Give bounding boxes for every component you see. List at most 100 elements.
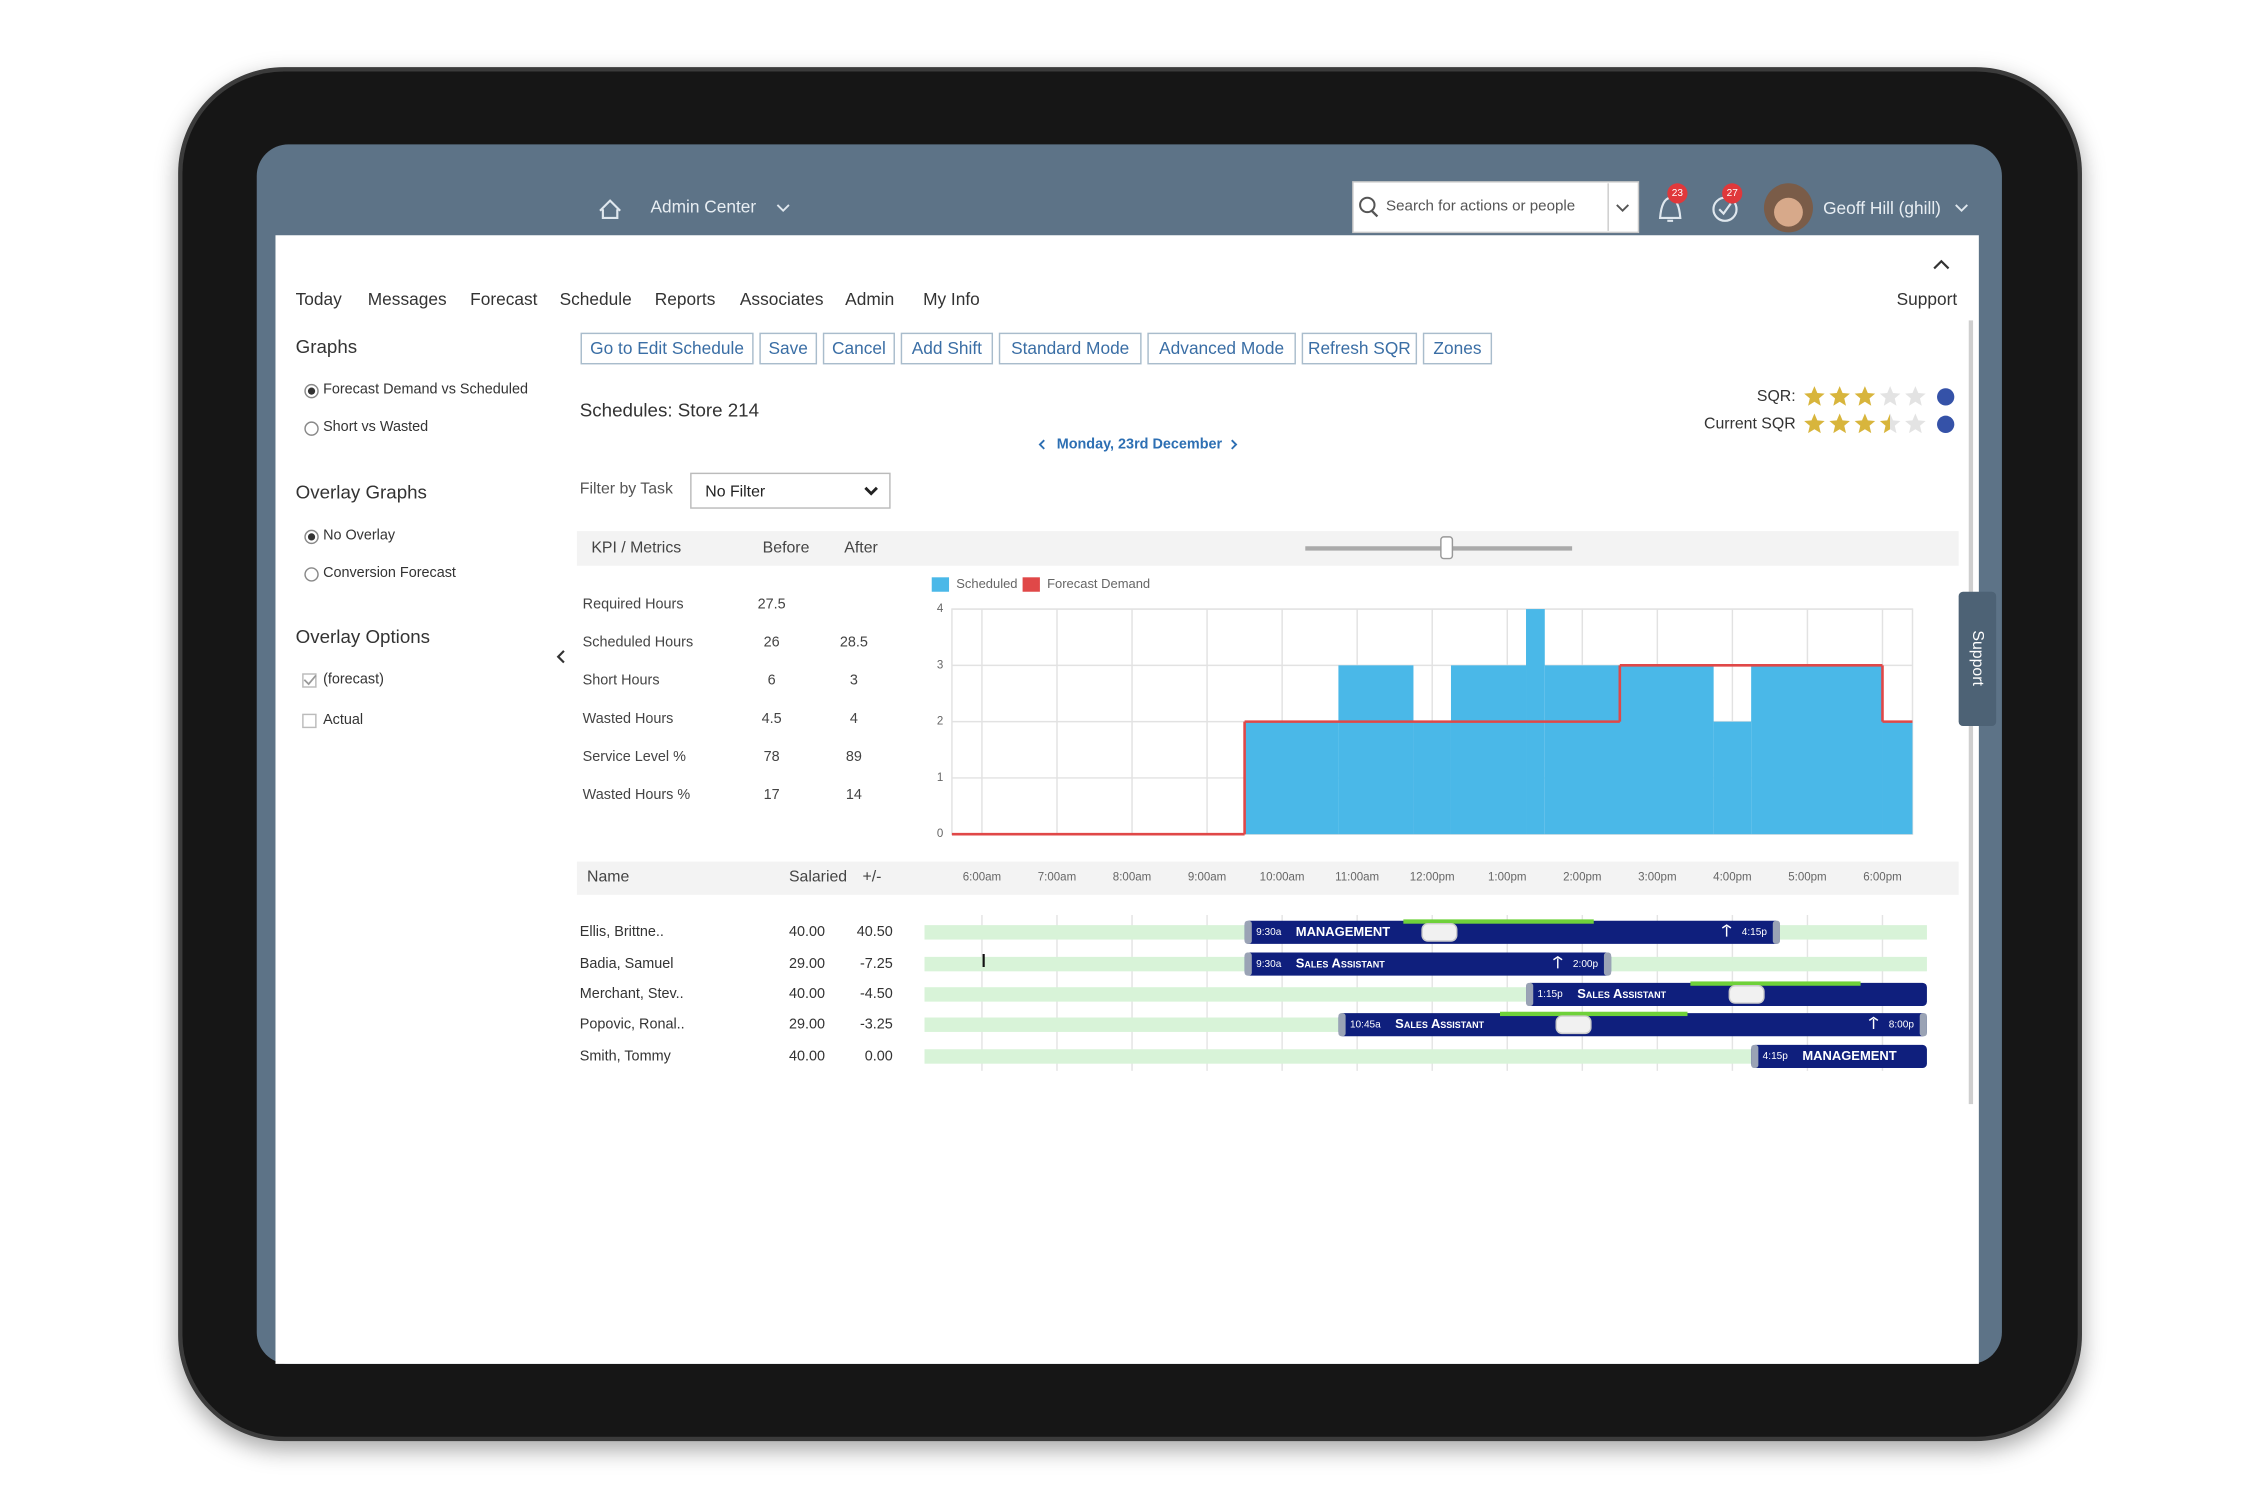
x-tick-label: 3:00pm xyxy=(1638,872,1676,884)
drag-handle[interactable] xyxy=(1728,985,1765,1004)
toolbar-button[interactable] xyxy=(759,332,818,365)
break-bar xyxy=(1403,919,1594,924)
toolbar-button[interactable] xyxy=(900,332,994,365)
star xyxy=(1804,413,1825,434)
employee-name[interactable]: Merchant, Stev.. xyxy=(580,986,684,1002)
filter-label: Filter by Task xyxy=(580,480,673,497)
shift-bar[interactable] xyxy=(1338,1013,1927,1037)
shift-cap[interactable] xyxy=(1338,1013,1346,1037)
nav-item[interactable]: Today xyxy=(296,289,342,309)
nav-item[interactable]: Forecast xyxy=(470,289,537,309)
checkbox-label[interactable]: Actual xyxy=(323,712,363,728)
radio-label[interactable]: Forecast Demand vs Scheduled xyxy=(323,381,528,397)
x-tick-label: 12:00pm xyxy=(1410,872,1455,884)
drag-handle[interactable] xyxy=(1421,922,1458,942)
badge-count: 23 xyxy=(1672,188,1684,199)
break-bar xyxy=(1690,981,1861,986)
shift-end: 4:15p xyxy=(1742,927,1768,938)
nav-item[interactable]: My Info xyxy=(923,289,980,309)
employee-name[interactable]: Ellis, Brittne.. xyxy=(580,924,664,940)
shift-bar[interactable] xyxy=(1526,982,1927,1006)
toolbar-button[interactable] xyxy=(998,332,1142,365)
toolbar-button-label[interactable]: Zones xyxy=(1433,338,1481,358)
date-nav[interactable]: Monday, 23rd December xyxy=(1057,436,1223,452)
availability-stripe xyxy=(924,1049,1927,1064)
kpi-after: 14 xyxy=(846,787,862,803)
toolbar-button[interactable] xyxy=(822,332,895,365)
star xyxy=(1879,413,1901,434)
slider-thumb[interactable] xyxy=(1440,536,1454,560)
salaried: 40.00 xyxy=(789,924,825,940)
checkbox[interactable] xyxy=(302,673,317,688)
home-icon[interactable] xyxy=(599,199,621,220)
toolbar-button[interactable] xyxy=(1147,332,1296,365)
search-placeholder[interactable]: Search for actions or people xyxy=(1386,197,1575,214)
employee-name[interactable]: Badia, Samuel xyxy=(580,956,674,972)
filter-select[interactable] xyxy=(690,472,891,509)
shift-bar[interactable] xyxy=(1751,1044,1927,1069)
radio-dot xyxy=(307,533,316,541)
shift-cap[interactable] xyxy=(1751,1044,1759,1069)
checkbox[interactable] xyxy=(302,713,317,729)
shift-role: MANAGEMENT xyxy=(1802,1048,1896,1063)
search-box[interactable] xyxy=(1352,181,1640,234)
user-chevron[interactable] xyxy=(1955,204,1968,213)
toolbar-button-label[interactable]: Save xyxy=(769,338,808,358)
x-tick-label: 4:00pm xyxy=(1713,872,1751,884)
kpi-name: Wasted Hours % xyxy=(583,787,691,803)
shift-cap[interactable] xyxy=(1919,1013,1927,1037)
select-chevron xyxy=(864,486,878,496)
employee-name[interactable]: Smith, Tommy xyxy=(580,1048,672,1064)
nav-item[interactable]: Messages xyxy=(368,289,447,309)
employee-name[interactable]: Popovic, Ronal.. xyxy=(580,1017,685,1033)
info-icon[interactable] xyxy=(1937,388,1955,406)
x-tick-label: 1:00pm xyxy=(1488,872,1526,884)
toolbar-button[interactable] xyxy=(1301,332,1418,365)
info-icon[interactable] xyxy=(1937,415,1955,433)
sqr-label: Current SQR xyxy=(1704,416,1796,433)
shift-cap[interactable] xyxy=(1526,982,1534,1006)
shift-bar[interactable] xyxy=(1244,920,1780,944)
toolbar-button[interactable] xyxy=(580,332,754,365)
nav-support[interactable]: Support xyxy=(1897,289,1958,309)
pin-icon xyxy=(1721,924,1732,937)
toolbar-button-label[interactable]: Cancel xyxy=(832,338,886,358)
nav-item[interactable]: Admin xyxy=(845,289,894,309)
side-tab-label[interactable]: Support xyxy=(1969,630,1986,686)
toolbar-button-label[interactable]: Refresh SQR xyxy=(1308,338,1411,358)
toolbar-button-label[interactable]: Advanced Mode xyxy=(1159,338,1284,358)
shift-cap[interactable] xyxy=(1244,920,1252,944)
radio-label[interactable]: Conversion Forecast xyxy=(323,565,456,581)
checkbox-label[interactable]: (forecast) xyxy=(323,672,384,688)
filter-value[interactable]: No Filter xyxy=(705,483,766,500)
badge xyxy=(1722,183,1743,204)
collapse-caret[interactable] xyxy=(1933,259,1950,270)
toolbar-button-label[interactable]: Go to Edit Schedule xyxy=(590,338,744,358)
nav-item[interactable]: Reports xyxy=(655,289,716,309)
radio-label[interactable]: Short vs Wasted xyxy=(323,419,428,435)
search-dropdown[interactable] xyxy=(1616,204,1630,213)
nav-item[interactable]: Associates xyxy=(740,289,824,309)
side-tab[interactable] xyxy=(1958,591,1997,726)
menu-chevron[interactable] xyxy=(776,204,790,213)
date-arrows[interactable] xyxy=(1038,439,1238,450)
drag-handle[interactable] xyxy=(1555,1015,1592,1035)
table-header: After xyxy=(844,540,878,557)
radio[interactable] xyxy=(304,421,319,436)
shift-cap[interactable] xyxy=(1772,920,1780,944)
toolbar-button-label[interactable]: Add Shift xyxy=(912,338,982,358)
user-name[interactable]: Geoff Hill (ghill) xyxy=(1823,198,1941,218)
kpi-name: Wasted Hours xyxy=(583,711,674,727)
toolbar-button-label[interactable]: Standard Mode xyxy=(1011,338,1129,358)
nav-item[interactable]: Schedule xyxy=(560,289,632,309)
shift-bar[interactable] xyxy=(1244,952,1612,976)
radio[interactable] xyxy=(304,567,319,582)
shift-cap[interactable] xyxy=(1603,952,1612,976)
radio-label[interactable]: No Overlay xyxy=(323,527,396,543)
shift-cap[interactable] xyxy=(1244,952,1252,976)
star xyxy=(1879,386,1901,406)
toolbar-button[interactable] xyxy=(1422,332,1493,365)
menu-label[interactable]: Admin Center xyxy=(650,196,756,216)
sidebar-collapse[interactable] xyxy=(556,650,565,664)
avatar-face xyxy=(1774,197,1803,227)
